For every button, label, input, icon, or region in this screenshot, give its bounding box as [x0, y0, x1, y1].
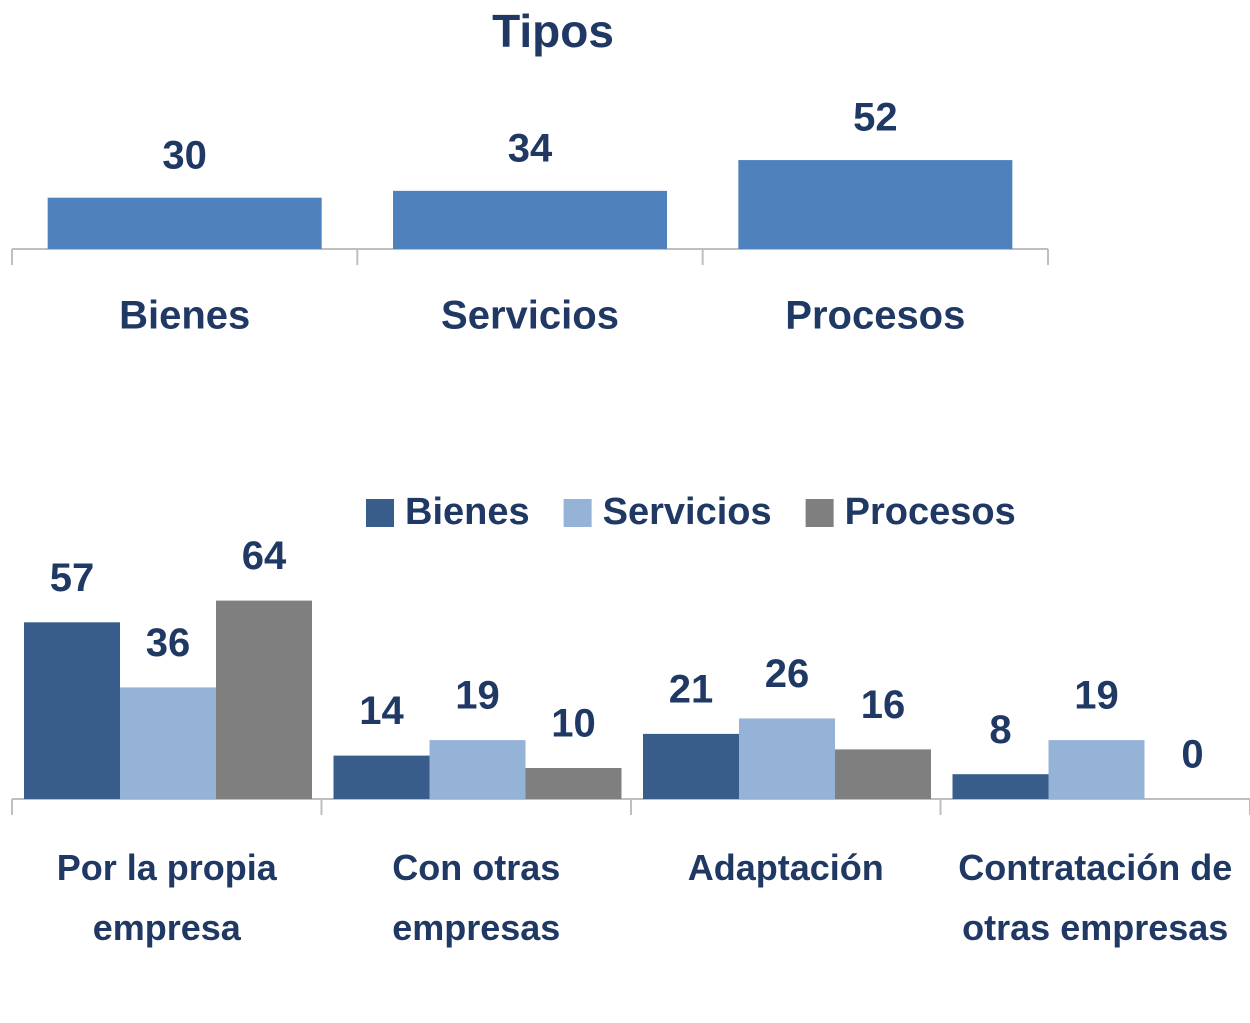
bar [1048, 740, 1145, 799]
legend-swatch [563, 499, 592, 527]
bar [429, 740, 526, 799]
legend-swatch [805, 499, 834, 527]
x-tick-label: Bienes [119, 294, 250, 338]
bar [739, 718, 835, 799]
bar [738, 160, 1013, 249]
x-tick-label: Procesos [785, 294, 965, 338]
value-label: 52 [853, 96, 898, 140]
value-label: 10 [551, 702, 596, 746]
value-label: 36 [146, 621, 191, 665]
x-tick-label: Contratación de otras empresas [958, 847, 1233, 948]
x-tick-label: Servicios [441, 294, 619, 338]
legend-label: Bienes [405, 491, 530, 533]
value-label: 16 [861, 683, 906, 727]
bar [120, 687, 216, 799]
value-label: 8 [989, 708, 1011, 752]
x-tick-label: Por la propia empresa [56, 847, 277, 948]
value-label: 19 [1074, 674, 1119, 718]
bar [393, 190, 667, 249]
bar [24, 622, 120, 799]
bar [525, 768, 622, 799]
value-label: 19 [455, 674, 500, 718]
bar [952, 774, 1049, 799]
value-label: 21 [669, 667, 714, 711]
value-label: 0 [1181, 733, 1203, 777]
x-tick-label: Adaptación [687, 847, 884, 888]
bar [643, 733, 739, 799]
legend-swatch [366, 499, 394, 527]
value-label: 30 [162, 133, 207, 177]
value-label: 34 [508, 126, 553, 170]
legend-label: Procesos [845, 491, 1016, 533]
x-tick-label: Con otras empresas [392, 847, 561, 948]
bar [835, 749, 931, 799]
bar [47, 197, 322, 249]
value-label: 26 [765, 652, 810, 696]
bar [216, 600, 312, 799]
bar [333, 755, 430, 799]
legend-label: Servicios [603, 491, 772, 533]
value-label: 64 [242, 534, 287, 578]
value-label: 57 [50, 556, 95, 600]
chart-title: Tipos [492, 5, 614, 57]
value-label: 14 [359, 689, 404, 733]
